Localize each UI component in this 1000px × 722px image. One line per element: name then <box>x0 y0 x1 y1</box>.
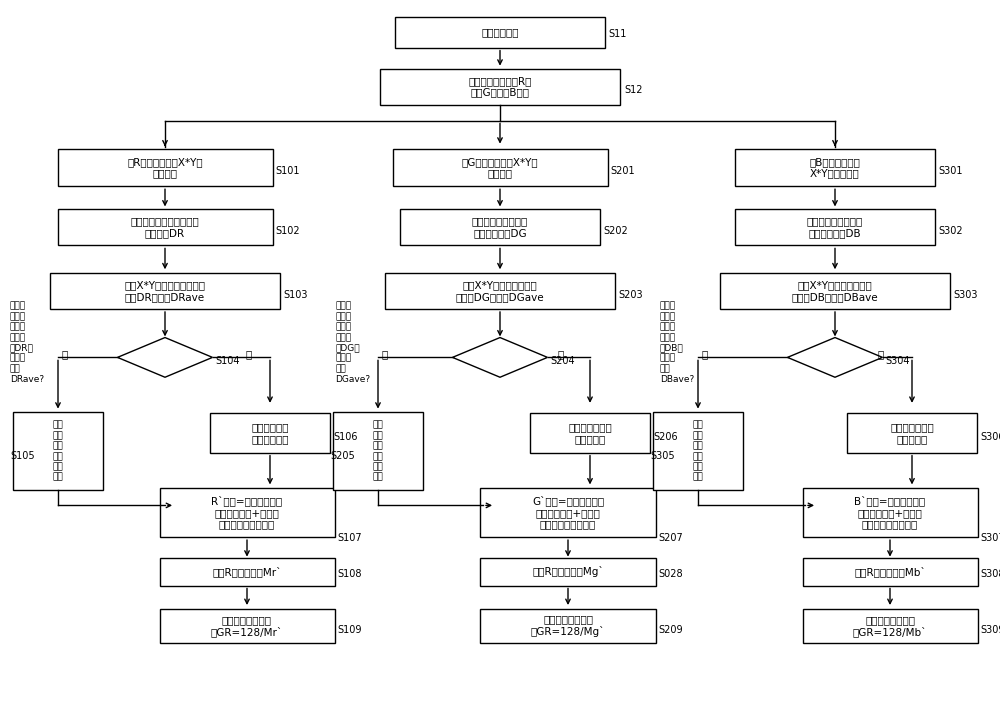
Text: S12: S12 <box>624 84 642 95</box>
Text: 计算白平衡增益系
数GR=128/Mb`: 计算白平衡增益系 数GR=128/Mb` <box>853 614 927 638</box>
FancyBboxPatch shape <box>735 149 935 186</box>
Text: S103: S103 <box>283 290 308 300</box>
Text: S028: S028 <box>658 569 683 579</box>
Text: 输入原始图像: 输入原始图像 <box>481 27 519 38</box>
FancyBboxPatch shape <box>160 609 334 643</box>
FancyBboxPatch shape <box>480 488 656 537</box>
Text: S204: S204 <box>550 356 575 366</box>
Text: 计算R图像的均值Mg`: 计算R图像的均值Mg` <box>532 566 604 578</box>
Text: S202: S202 <box>603 226 628 236</box>
FancyBboxPatch shape <box>720 273 950 309</box>
Text: 计算X*Y个矩形区块的变
化幅度DB的均值DBave: 计算X*Y个矩形区块的变 化幅度DB的均值DBave <box>792 280 878 302</box>
Text: 移除
变化
幅度
小的
矩形
区块: 移除 变化 幅度 小的 矩形 区块 <box>373 421 383 482</box>
FancyBboxPatch shape <box>802 558 978 586</box>
Text: S11: S11 <box>608 29 626 39</box>
FancyBboxPatch shape <box>400 209 600 245</box>
Text: 计算X*Y个矩形区块的变化
幅度DR的均值DRave: 计算X*Y个矩形区块的变化 幅度DR的均值DRave <box>124 280 206 302</box>
FancyBboxPatch shape <box>392 149 608 186</box>
Text: S101: S101 <box>275 166 300 176</box>
FancyBboxPatch shape <box>210 413 330 453</box>
Text: S106: S106 <box>333 432 358 442</box>
FancyBboxPatch shape <box>480 609 656 643</box>
FancyBboxPatch shape <box>160 488 334 537</box>
FancyBboxPatch shape <box>802 609 978 643</box>
Text: 是: 是 <box>246 349 252 359</box>
Text: S108: S108 <box>337 569 362 579</box>
Text: 移除
变化
幅度
小的
矩形
区块: 移除 变化 幅度 小的 矩形 区块 <box>53 421 63 482</box>
FancyBboxPatch shape <box>13 412 103 490</box>
FancyBboxPatch shape <box>653 412 743 490</box>
Text: S306: S306 <box>980 432 1000 442</box>
FancyBboxPatch shape <box>480 558 656 586</box>
Text: S303: S303 <box>953 290 978 300</box>
Text: S305: S305 <box>650 451 675 461</box>
Text: 将R图像分割成为X*Y个
矩形区块: 将R图像分割成为X*Y个 矩形区块 <box>127 157 203 178</box>
Text: S308: S308 <box>980 569 1000 579</box>
Text: S209: S209 <box>658 625 683 635</box>
Text: S302: S302 <box>938 226 963 236</box>
FancyBboxPatch shape <box>58 149 272 186</box>
Text: G`图像=移除变化幅度
小的矩形区块+保留变
化幅度大的矩形区块: G`图像=移除变化幅度 小的矩形区块+保留变 化幅度大的矩形区块 <box>532 495 604 530</box>
FancyBboxPatch shape <box>735 209 935 245</box>
FancyBboxPatch shape <box>385 273 615 309</box>
Text: 在每个矩形区块中，计算
变化幅度DR: 在每个矩形区块中，计算 变化幅度DR <box>131 217 199 238</box>
Text: S301: S301 <box>938 166 962 176</box>
Text: 是: 是 <box>558 349 564 359</box>
Text: S104: S104 <box>215 356 240 366</box>
Polygon shape <box>788 338 883 377</box>
Text: 在每个矩形区块中，
计算变化幅度DB: 在每个矩形区块中， 计算变化幅度DB <box>807 217 863 238</box>
Text: 计算白平衡增益系
数GR=128/Mg`: 计算白平衡增益系 数GR=128/Mg` <box>531 614 605 638</box>
Text: 计算R图像的均值Mb`: 计算R图像的均值Mb` <box>854 567 926 577</box>
Text: 在每个矩形区块中，
计算变化幅度DG: 在每个矩形区块中， 计算变化幅度DG <box>472 217 528 238</box>
FancyBboxPatch shape <box>395 17 605 48</box>
Text: 移除
变化
幅度
小的
矩形
区块: 移除 变化 幅度 小的 矩形 区块 <box>693 421 703 482</box>
FancyBboxPatch shape <box>380 69 620 105</box>
Text: 计算X*Y个矩形区块的变
化幅度DG的均值DGave: 计算X*Y个矩形区块的变 化幅度DG的均值DGave <box>456 280 544 302</box>
Text: B`图像=移除变化幅度
小的矩形区块+保留变
化幅度大的矩形区块: B`图像=移除变化幅度 小的矩形区块+保留变 化幅度大的矩形区块 <box>854 495 926 530</box>
FancyBboxPatch shape <box>847 413 977 453</box>
Text: S109: S109 <box>337 625 362 635</box>
Polygon shape <box>452 338 548 377</box>
Text: 判断每
个矩形
区块的
变化幅
度DB是
否大于
等于
DBave?: 判断每 个矩形 区块的 变化幅 度DB是 否大于 等于 DBave? <box>660 302 694 383</box>
Polygon shape <box>118 338 213 377</box>
Text: 判断每
个矩形
区块的
变化幅
度DR是
否大于
等于
DRave?: 判断每 个矩形 区块的 变化幅 度DR是 否大于 等于 DRave? <box>10 302 44 383</box>
Text: 保留变化幅度大
的矩形区块: 保留变化幅度大 的矩形区块 <box>568 422 612 444</box>
Text: 保留变化幅度大
的矩形区块: 保留变化幅度大 的矩形区块 <box>890 422 934 444</box>
Text: S309: S309 <box>980 625 1000 635</box>
Text: S201: S201 <box>610 166 635 176</box>
Text: S102: S102 <box>275 226 300 236</box>
Text: 计算R图像的均值Mr`: 计算R图像的均值Mr` <box>212 567 282 577</box>
FancyBboxPatch shape <box>802 488 978 537</box>
Text: S107: S107 <box>337 533 362 543</box>
Text: 计算白平衡增益系
数GR=128/Mr`: 计算白平衡增益系 数GR=128/Mr` <box>211 614 283 638</box>
Text: S105: S105 <box>10 451 35 461</box>
FancyBboxPatch shape <box>160 558 334 586</box>
FancyBboxPatch shape <box>58 209 272 245</box>
Text: S304: S304 <box>885 356 910 366</box>
Text: 否: 否 <box>702 349 708 359</box>
Text: 保留变化幅度
大的矩形区块: 保留变化幅度 大的矩形区块 <box>251 422 289 444</box>
Text: S205: S205 <box>330 451 355 461</box>
Text: 将G图像分割成为X*Y个
矩形区块: 将G图像分割成为X*Y个 矩形区块 <box>462 157 538 178</box>
Text: 判断每
个矩形
区块的
变化幅
度DG是
否大于
等于
DGave?: 判断每 个矩形 区块的 变化幅 度DG是 否大于 等于 DGave? <box>335 302 370 383</box>
Text: 否: 否 <box>62 349 68 359</box>
Text: 是: 是 <box>878 349 884 359</box>
FancyBboxPatch shape <box>50 273 280 309</box>
Text: 否: 否 <box>382 349 388 359</box>
FancyBboxPatch shape <box>333 412 423 490</box>
Text: 取得该原始图像的R图
像，G图像，B图像: 取得该原始图像的R图 像，G图像，B图像 <box>468 76 532 97</box>
Text: 将B图像分割成为
X*Y个矩形区块: 将B图像分割成为 X*Y个矩形区块 <box>810 157 860 178</box>
Text: S307: S307 <box>980 533 1000 543</box>
Text: S206: S206 <box>653 432 678 442</box>
Text: R`图像=移除变化幅度
小的矩形区块+保留变
化幅度大的矩形区块: R`图像=移除变化幅度 小的矩形区块+保留变 化幅度大的矩形区块 <box>211 495 283 530</box>
Text: S207: S207 <box>658 533 683 543</box>
FancyBboxPatch shape <box>530 413 650 453</box>
Text: S203: S203 <box>618 290 643 300</box>
